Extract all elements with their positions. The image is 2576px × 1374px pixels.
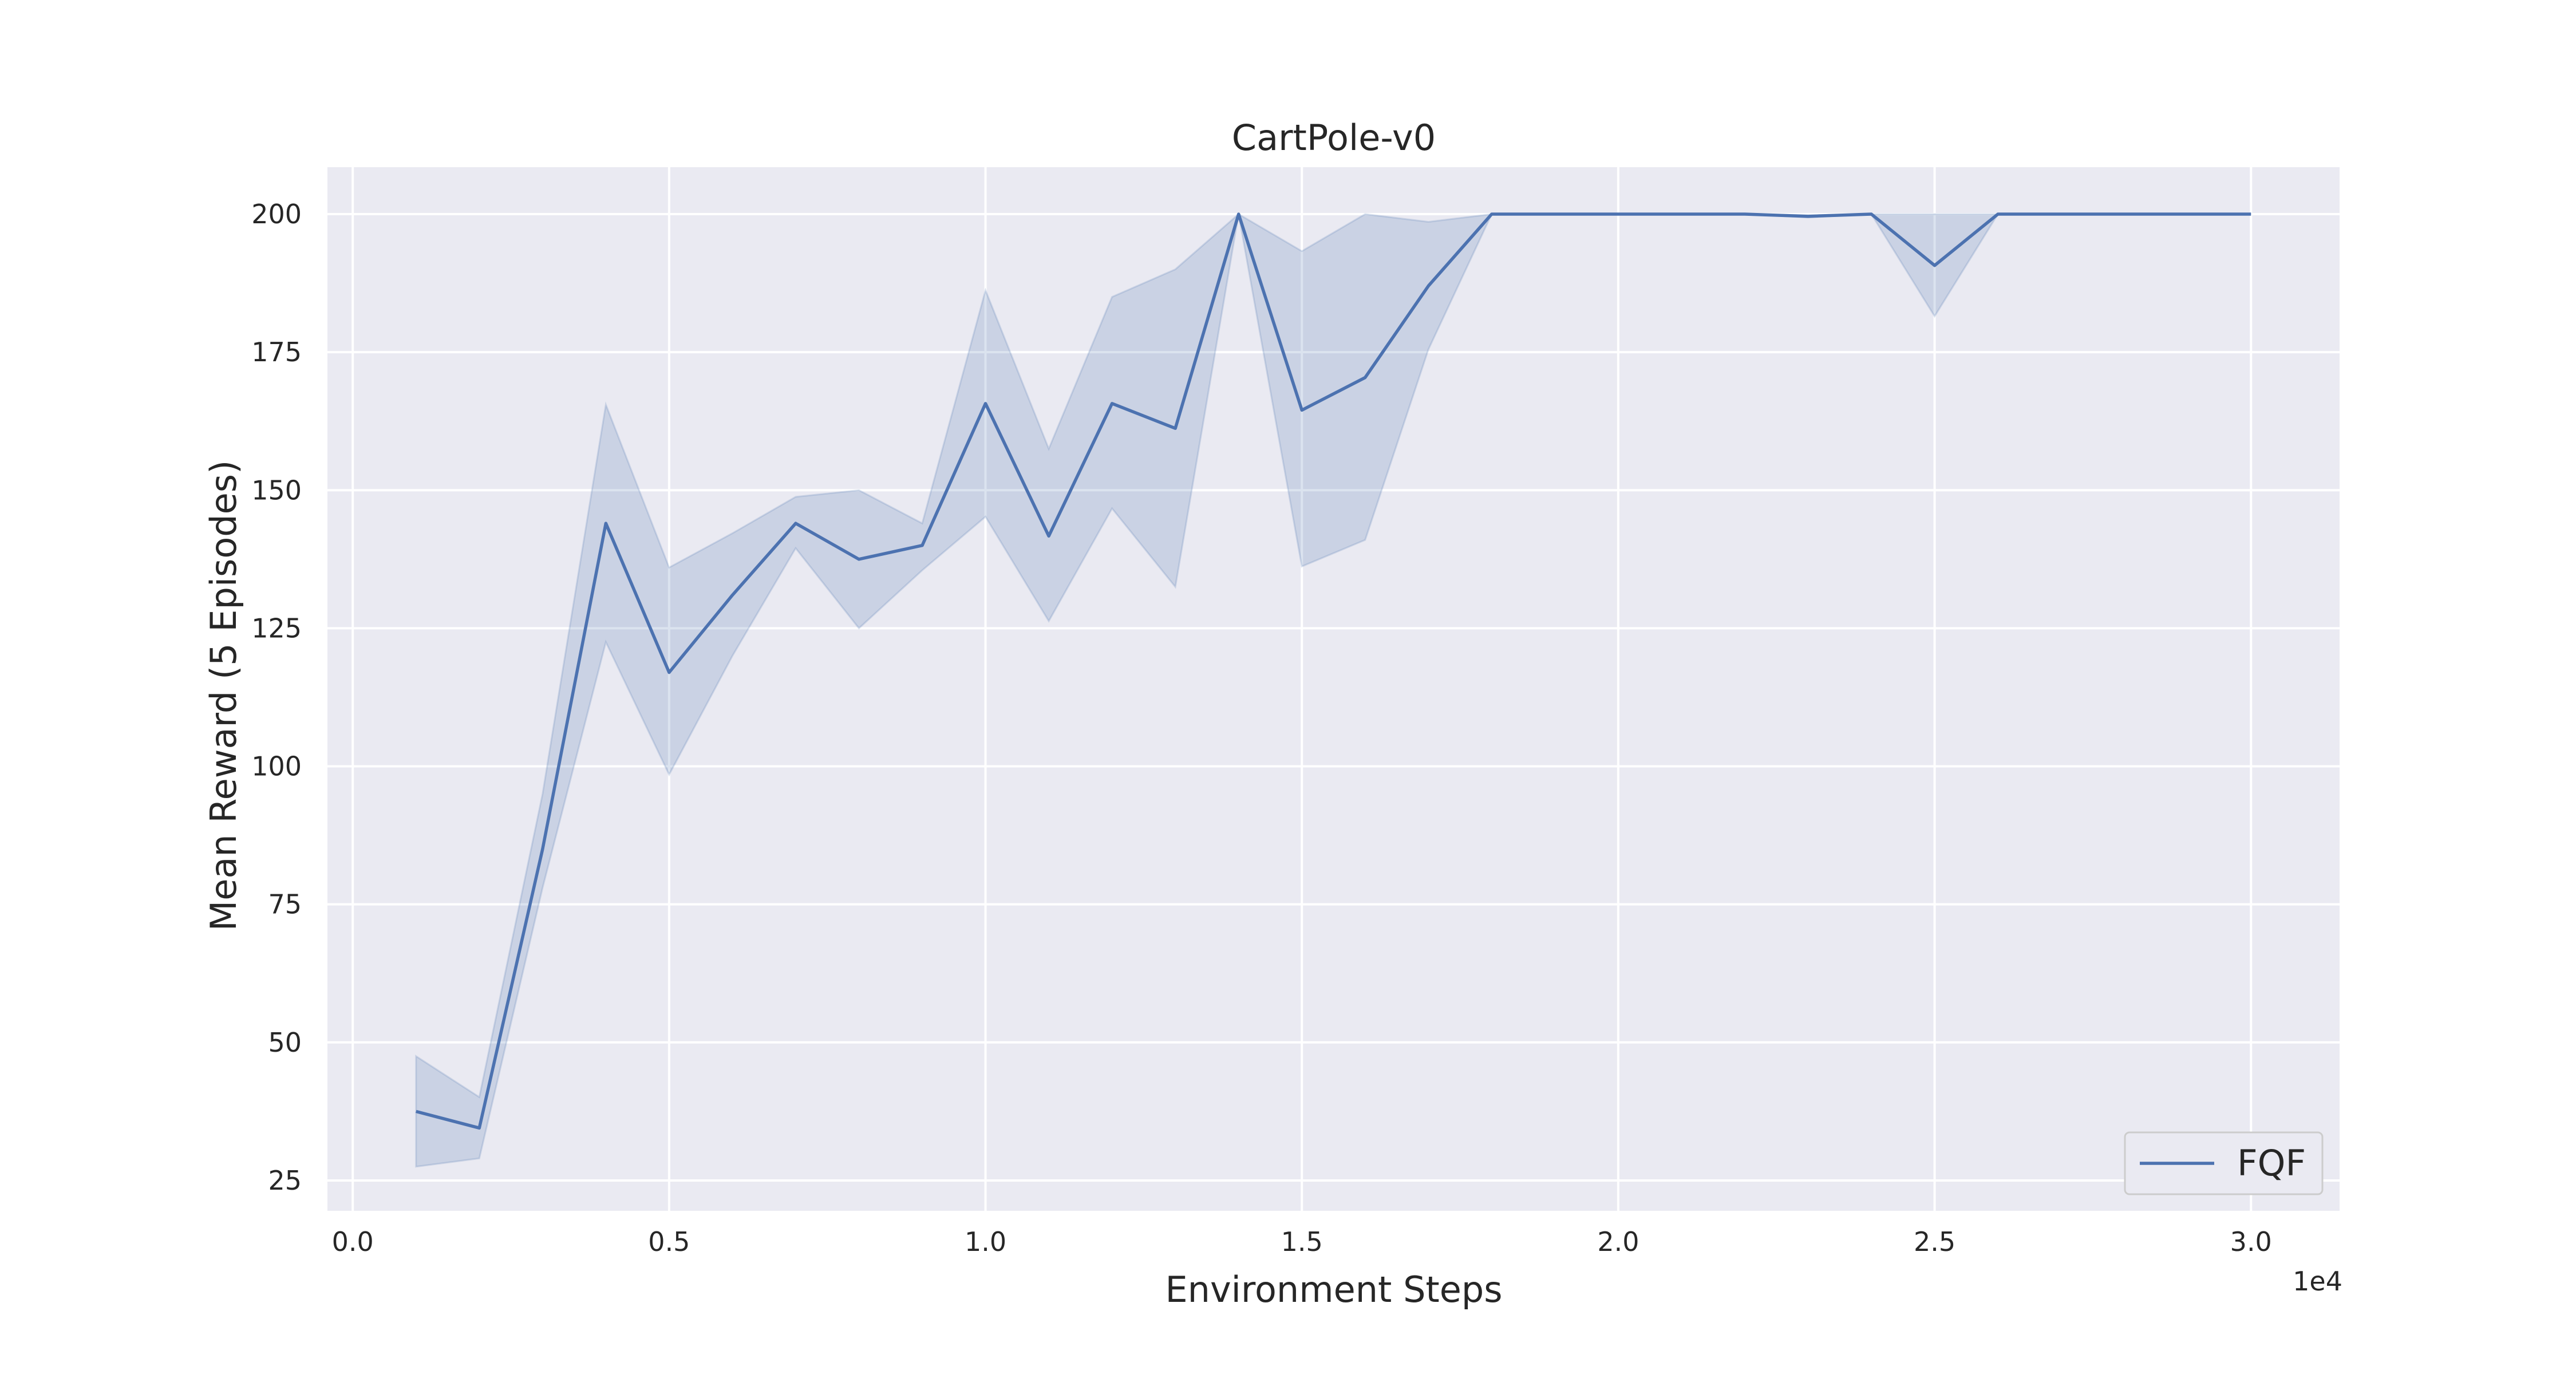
x-tick-label: 2.5 (1914, 1226, 1955, 1257)
legend-label: FQF (2237, 1142, 2306, 1184)
y-tick-label: 75 (268, 889, 302, 920)
x-tick-label: 2.0 (1597, 1226, 1639, 1257)
plot-background (327, 167, 2340, 1211)
x-tick-label: 0.5 (648, 1226, 690, 1257)
y-tick-label: 50 (268, 1027, 302, 1058)
x-tick-label: 3.0 (2230, 1226, 2272, 1257)
x-axis-label: Environment Steps (1165, 1269, 1502, 1310)
chart-title: CartPole-v0 (1232, 117, 1436, 159)
y-axis-label: Mean Reward (5 Episodes) (203, 460, 244, 931)
y-tick-label: 125 (251, 613, 302, 643)
legend: FQF (2124, 1131, 2324, 1195)
y-tick-label: 200 (251, 199, 302, 230)
grid-lines (327, 167, 2340, 1211)
y-tick-label: 175 (251, 337, 302, 368)
series-lines (416, 212, 2251, 1130)
y-tick-label: 25 (268, 1165, 302, 1196)
series-line (416, 212, 2251, 1130)
x-tick-label: 1.5 (1281, 1226, 1323, 1257)
x-axis-ticks: 0.0 0.5 1.0 1.5 2.0 2.5 3.0 (332, 1226, 2272, 1257)
y-tick-label: 100 (251, 751, 302, 782)
y-axis-ticks: 25 50 75 100 125 150 175 200 (251, 199, 302, 1196)
x-axis-offset-label: 1e4 (2293, 1266, 2342, 1297)
legend-box (2124, 1131, 2324, 1195)
x-tick-label: 0.0 (332, 1226, 374, 1257)
x-tick-label: 1.0 (965, 1226, 1006, 1257)
y-tick-label: 150 (251, 475, 302, 506)
